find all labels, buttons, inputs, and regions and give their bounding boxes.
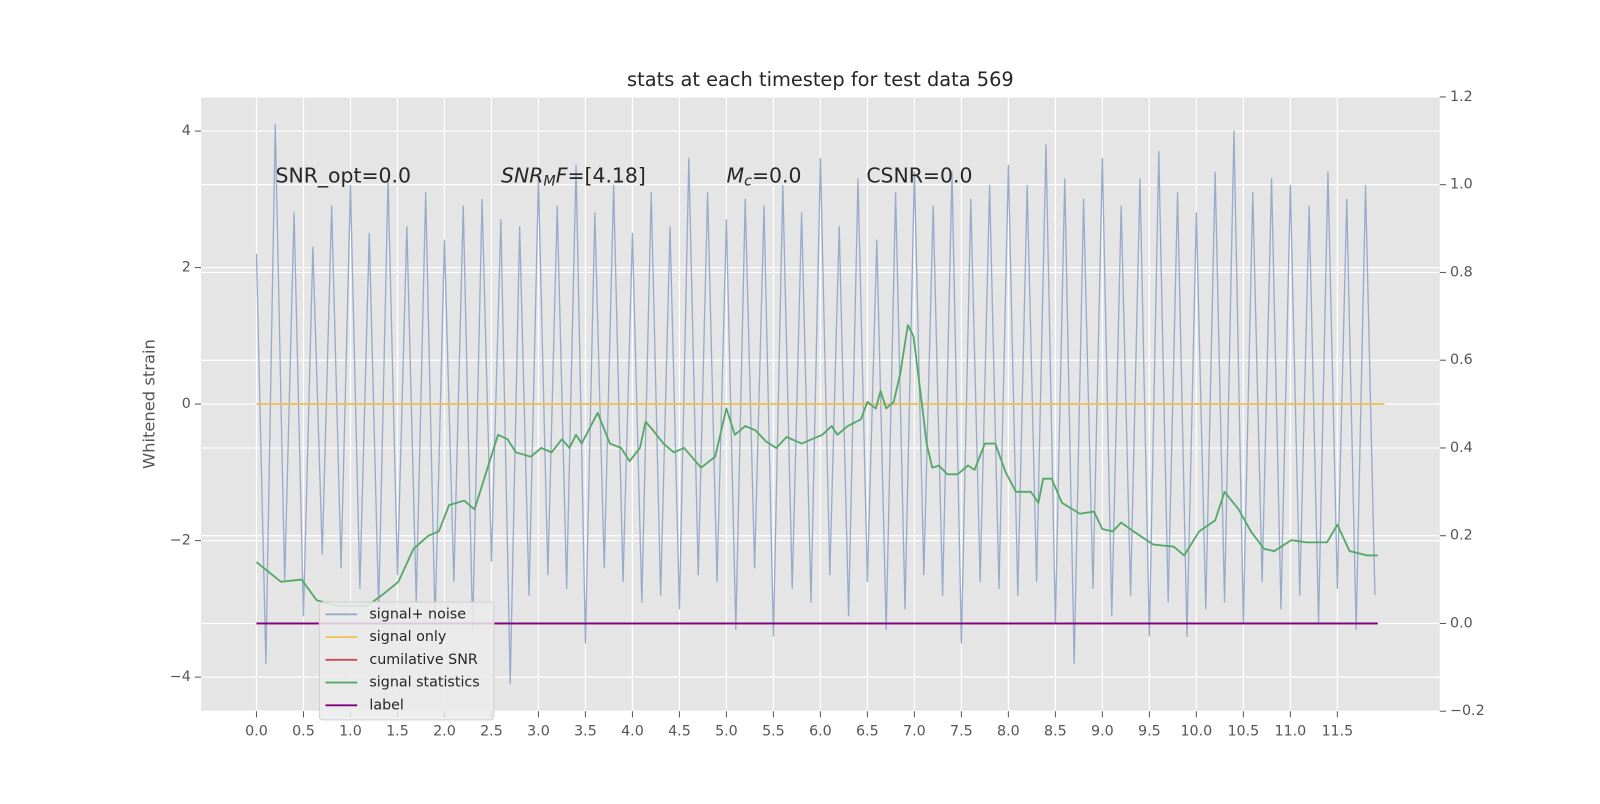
annotation-part: SNR [501, 164, 543, 188]
y-tick-label: −2 [170, 533, 191, 549]
x-tick-label: 6.0 [809, 724, 832, 740]
annotation-part: F [556, 164, 568, 188]
x-tick-label: 9.0 [1091, 724, 1114, 740]
y2-tick-label: −0.2 [1450, 703, 1485, 719]
y2-tick-label: 0.0 [1450, 615, 1473, 631]
axes: −4 −2 0 2 4 −0.2 0.0 0.2 0.4 0.6 0.8 1.0 1.2 0.0 0.5 1.… [170, 89, 1485, 740]
annotation: CSNR=0.0 [866, 164, 972, 188]
x-tick-label: 6.5 [856, 724, 879, 740]
x-tick-label: 10.5 [1227, 724, 1259, 740]
y2-tick-label: 1.0 [1450, 177, 1473, 193]
annotation-part: SNR_opt=0.0 [276, 164, 412, 189]
x-tick-label: 2.0 [433, 724, 456, 740]
x-tick-label: 5.5 [762, 724, 785, 740]
y-tick-label: 2 [182, 260, 191, 276]
x-tick-label: 4.5 [668, 724, 691, 740]
x-tick-label: 1.0 [339, 724, 362, 740]
annotation: SNRMF=[4.18] [501, 164, 646, 190]
legend-label: signal statistics [369, 675, 479, 691]
chart-title: stats at each timestep for test data 569 [627, 68, 1014, 91]
annotation-part: M [543, 174, 555, 190]
x-tick-label: 0.0 [245, 724, 268, 740]
annotation-part: M [727, 164, 745, 188]
y-tick-label: 0 [182, 396, 191, 412]
x-tick-label: 3.5 [574, 724, 597, 740]
y2-tick-label: 0.2 [1450, 528, 1473, 544]
legend: signal+ noise signal only cumilative SNR si… [318, 601, 495, 721]
y2-tick-label: 0.4 [1450, 440, 1473, 456]
y-tick-label: −4 [170, 669, 191, 685]
legend-label: label [369, 697, 404, 713]
x-tick-label: 0.5 [292, 724, 315, 740]
x-tick-label: 11.0 [1274, 724, 1306, 740]
annotation-part: =0.0 [752, 164, 802, 188]
x-tick-label: 2.5 [480, 724, 503, 740]
annotation-part: c [744, 174, 752, 190]
x-tick-label: 7.0 [903, 724, 926, 740]
legend-box [318, 601, 495, 721]
legend-label: cumilative SNR [369, 652, 477, 668]
annotation: SNR_opt=0.0 [276, 164, 412, 189]
x-tick-label: 3.0 [527, 724, 550, 740]
x-tick-label: 10.0 [1180, 724, 1212, 740]
legend-label: signal+ noise [369, 606, 466, 622]
y2-tick-label: 0.8 [1450, 264, 1473, 280]
x-tick-label: 11.5 [1321, 724, 1353, 740]
y-axis-label: Whitened strain [140, 339, 159, 469]
x-tick-label: 5.0 [715, 724, 738, 740]
x-tick-label: 1.5 [386, 724, 409, 740]
x-tick-label: 9.5 [1138, 724, 1161, 740]
y-tick-label: 4 [182, 123, 191, 139]
annotation-part: =[4.18] [567, 164, 645, 188]
x-tick-label: 7.5 [950, 724, 973, 740]
annotation: Mc=0.0 [727, 164, 802, 190]
annotation-part: CSNR=0.0 [866, 164, 972, 188]
x-tick-label: 8.5 [1044, 724, 1067, 740]
y2-tick-label: 1.2 [1450, 89, 1473, 105]
x-tick-label: 4.0 [621, 724, 644, 740]
annotations: SNR_opt=0.0 SNRMF=[4.18] Mc=0.0 CSNR=0.0 [276, 164, 973, 190]
x-tick-label: 8.0 [997, 724, 1020, 740]
legend-label: signal only [369, 629, 446, 645]
series-line [255, 324, 1378, 607]
series-line [255, 123, 1376, 685]
y2-tick-label: 0.6 [1450, 352, 1473, 368]
